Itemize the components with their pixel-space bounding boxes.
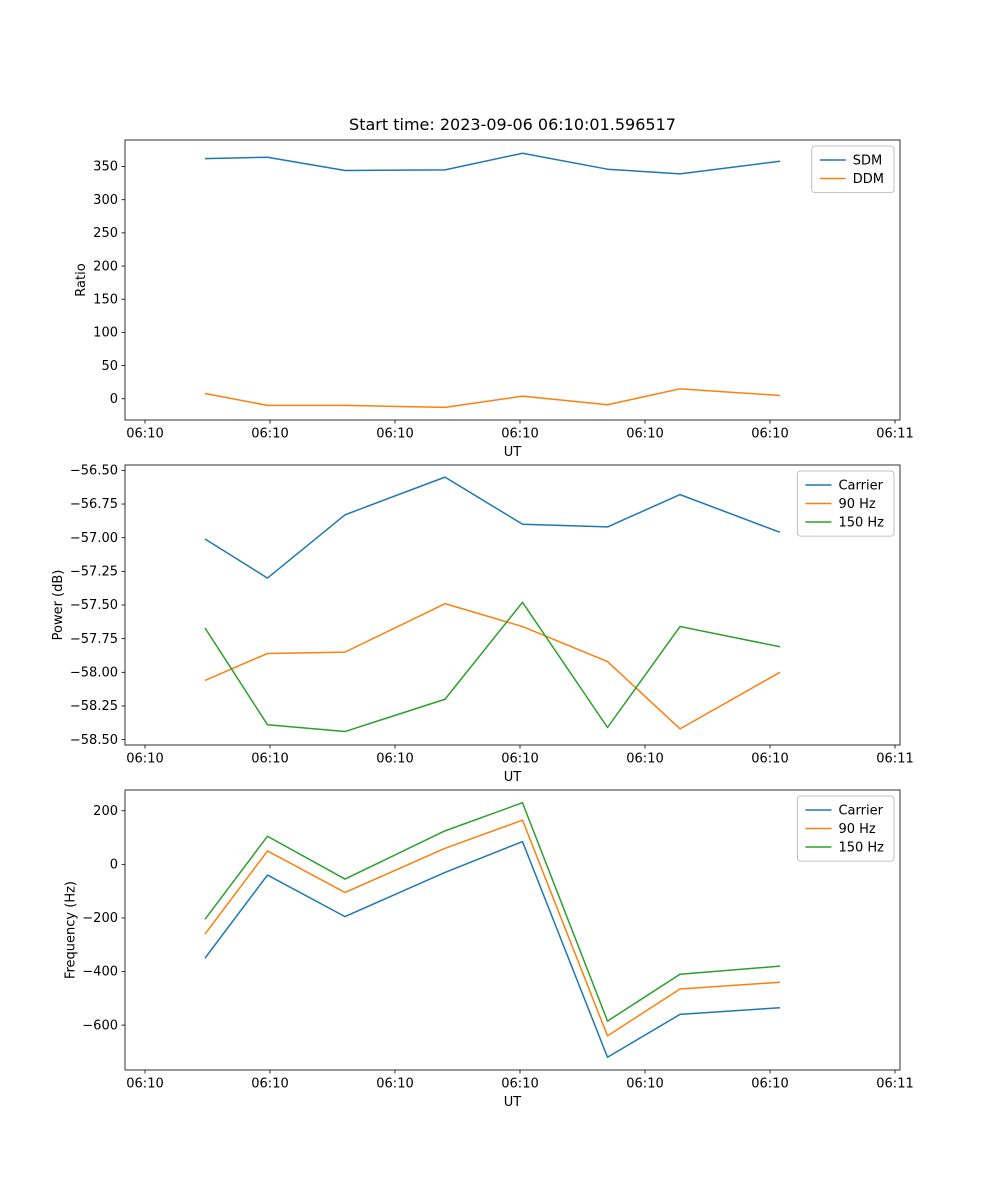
x-tick-label: 06:10 [626, 752, 663, 767]
y-tick-label: −58.50 [70, 733, 118, 748]
series-line-ddm [204, 388, 781, 409]
legend: SDM DDM [811, 145, 895, 193]
x-tick-label: 06:11 [876, 1077, 913, 1092]
x-tick-label: 06:11 [876, 752, 913, 767]
x-tick-label: 06:10 [126, 1077, 163, 1092]
x-tick-label: 06:10 [501, 427, 538, 442]
y-tick-label: 250 [93, 226, 118, 241]
x-tick-label: 06:10 [626, 427, 663, 442]
legend-label: Carrier [838, 478, 883, 493]
series-line-sdm [204, 152, 781, 175]
legend-label: Carrier [838, 803, 883, 818]
axes-box [124, 139, 901, 421]
y-axis-label: Frequency (Hz) [63, 881, 78, 979]
legend-label: 150 Hz [838, 840, 884, 855]
legend-box [797, 795, 895, 862]
x-axis-label: UT [504, 770, 522, 785]
y-tick-label: 350 [93, 160, 118, 175]
x-axis-label: UT [504, 445, 522, 460]
y-tick-label: 100 [93, 326, 118, 341]
y-tick-label: −57.75 [70, 632, 118, 647]
x-axis-label: UT [504, 1095, 522, 1110]
y-tick-label: 200 [93, 804, 118, 819]
x-tick-label: 06:10 [751, 427, 788, 442]
y-tick-label: 300 [93, 193, 118, 208]
series-line-carrier [204, 840, 781, 1059]
axes-box [124, 789, 901, 1071]
y-tick-label: −57.50 [70, 598, 118, 613]
series-line-150-hz [204, 801, 781, 1022]
y-tick-label: 50 [101, 359, 118, 374]
x-tick-label: 06:10 [501, 1077, 538, 1092]
legend: Carrier 90 Hz 150 Hz [797, 795, 895, 862]
legend-label: 150 Hz [838, 515, 884, 530]
legend: Carrier 90 Hz 150 Hz [797, 470, 895, 537]
legend-label: SDM [853, 153, 882, 168]
y-tick-label: 200 [93, 259, 118, 274]
y-tick-label: −57.00 [70, 531, 118, 546]
x-tick-label: 06:10 [376, 752, 413, 767]
series-line-carrier [204, 476, 781, 579]
series-line-90-hz [204, 819, 781, 1037]
legend-label: DDM [853, 172, 884, 187]
legend-box [811, 145, 895, 193]
chart-ratio: Start time: 2023-09-06 06:10:01.596517 06… [74, 115, 914, 460]
x-tick-label: 06:10 [376, 427, 413, 442]
y-tick-label: 0 [110, 392, 118, 407]
y-tick-label: −58.00 [70, 666, 118, 681]
chart-title: Start time: 2023-09-06 06:10:01.596517 [349, 115, 676, 134]
y-tick-label: 0 [110, 858, 118, 873]
x-tick-label: 06:10 [376, 1077, 413, 1092]
x-tick-label: 06:10 [751, 1077, 788, 1092]
series-line-90-hz [204, 602, 781, 730]
y-axis-label: Ratio [74, 263, 89, 296]
x-tick-label: 06:10 [126, 752, 163, 767]
y-tick-label: −58.25 [70, 699, 118, 714]
x-tick-label: 06:10 [251, 427, 288, 442]
x-tick-label: 06:10 [751, 752, 788, 767]
x-tick-label: 06:10 [626, 1077, 663, 1092]
x-tick-label: 06:10 [501, 752, 538, 767]
x-tick-label: 06:11 [876, 427, 913, 442]
y-tick-label: 150 [93, 292, 118, 307]
x-tick-label: 06:10 [251, 752, 288, 767]
x-tick-label: 06:10 [251, 1077, 288, 1092]
series-line-150-hz [204, 601, 781, 733]
chart-frequency: 06:10 06:10 06:10 06:10 06:10 06:10 06:11 −600 −… [63, 789, 914, 1110]
axes-box [124, 464, 901, 746]
legend-box [797, 470, 895, 537]
legend-label: 90 Hz [838, 497, 875, 512]
legend-label: 90 Hz [838, 822, 875, 837]
x-tick-label: 06:10 [126, 427, 163, 442]
y-tick-label: −56.75 [70, 497, 118, 512]
y-tick-label: −57.25 [70, 565, 118, 580]
y-tick-label: −400 [82, 965, 118, 980]
y-axis-label: Power (dB) [51, 570, 66, 641]
chart-power: 06:10 06:10 06:10 06:10 06:10 06:10 06:11 −58.5… [51, 464, 914, 785]
y-tick-label: −200 [82, 911, 118, 926]
y-tick-label: −600 [82, 1018, 118, 1033]
y-tick-label: −56.50 [70, 464, 118, 479]
